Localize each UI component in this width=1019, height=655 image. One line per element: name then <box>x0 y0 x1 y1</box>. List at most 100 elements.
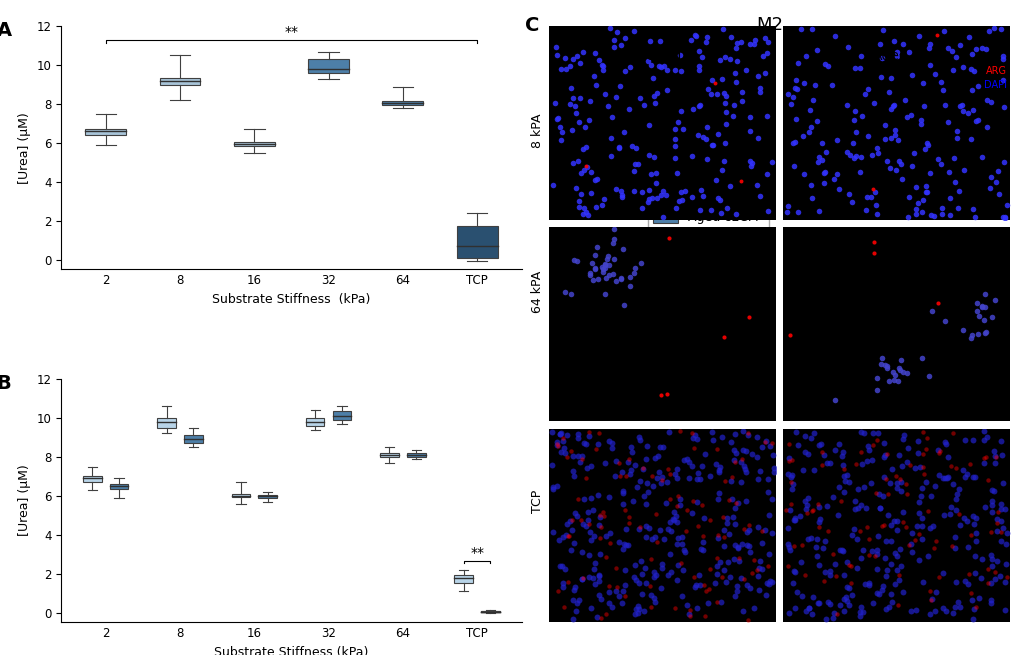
Point <box>591 510 607 521</box>
Point <box>695 132 711 142</box>
Point <box>994 50 1010 61</box>
Point <box>839 557 855 568</box>
Point <box>830 184 847 195</box>
Point <box>875 472 892 482</box>
Point <box>889 599 905 610</box>
Point <box>603 602 620 612</box>
Point <box>862 477 878 488</box>
FancyBboxPatch shape <box>83 476 102 482</box>
Point <box>914 576 930 587</box>
Point <box>865 98 881 109</box>
Point <box>716 476 733 487</box>
Point <box>994 54 1010 64</box>
Point <box>965 551 981 561</box>
Point <box>836 605 852 616</box>
Point <box>614 539 631 550</box>
Point <box>712 432 729 443</box>
Point <box>613 191 630 202</box>
Point <box>650 466 666 477</box>
Point <box>647 178 663 189</box>
Point <box>754 51 770 62</box>
Point <box>543 459 559 470</box>
Point <box>950 185 966 196</box>
Point <box>980 26 997 36</box>
Point <box>867 488 883 498</box>
Point <box>981 183 998 193</box>
Point <box>973 151 989 162</box>
Point <box>965 519 981 529</box>
Point <box>717 107 734 118</box>
Point <box>565 92 581 103</box>
Point <box>830 481 847 492</box>
Point <box>839 470 855 480</box>
Point <box>687 31 703 41</box>
Point <box>566 538 582 548</box>
Point <box>594 60 610 71</box>
Point <box>876 120 893 130</box>
Point <box>926 481 943 491</box>
Point <box>954 465 970 476</box>
Point <box>668 464 685 475</box>
Point <box>749 133 765 143</box>
Point <box>857 205 873 215</box>
Point <box>728 43 744 53</box>
Point <box>882 464 899 475</box>
Point <box>998 538 1014 549</box>
Point <box>994 212 1010 222</box>
Point <box>630 601 646 611</box>
Point <box>665 507 682 517</box>
Point <box>894 460 910 471</box>
Point <box>899 112 915 122</box>
Point <box>733 539 749 550</box>
Point <box>931 445 948 456</box>
Point <box>846 504 862 514</box>
Point <box>626 159 642 169</box>
Point <box>811 514 827 525</box>
Point <box>751 466 767 476</box>
Point <box>847 126 863 137</box>
Point <box>652 190 668 200</box>
Point <box>618 471 634 481</box>
Point <box>868 373 884 383</box>
Point <box>722 32 739 43</box>
Point <box>723 472 740 482</box>
Point <box>693 500 709 510</box>
Point <box>913 521 929 531</box>
Point <box>688 496 704 507</box>
Point <box>808 533 824 544</box>
Point <box>637 454 653 464</box>
FancyBboxPatch shape <box>308 60 348 73</box>
Point <box>559 531 576 542</box>
Point <box>674 195 690 205</box>
Point <box>764 467 781 477</box>
Point <box>965 66 981 77</box>
Point <box>654 442 671 453</box>
Point <box>890 450 906 460</box>
Point <box>758 48 774 58</box>
Point <box>661 469 678 479</box>
Point <box>616 565 633 575</box>
Point <box>859 130 875 141</box>
Point <box>604 238 621 249</box>
Point <box>749 71 765 82</box>
Point <box>620 457 636 467</box>
Point <box>919 506 935 517</box>
Point <box>621 454 637 464</box>
Point <box>960 542 976 552</box>
Point <box>726 429 742 440</box>
Point <box>723 494 740 504</box>
Point <box>622 62 638 72</box>
Point <box>874 581 891 591</box>
Point <box>628 604 644 614</box>
Point <box>672 557 688 568</box>
Point <box>872 53 889 64</box>
Point <box>632 258 648 269</box>
Point <box>658 389 675 400</box>
Point <box>981 550 998 560</box>
Point <box>711 557 728 567</box>
Point <box>587 80 603 90</box>
Point <box>826 394 843 405</box>
Point <box>799 508 815 518</box>
Point <box>710 464 727 475</box>
Point <box>612 272 629 283</box>
